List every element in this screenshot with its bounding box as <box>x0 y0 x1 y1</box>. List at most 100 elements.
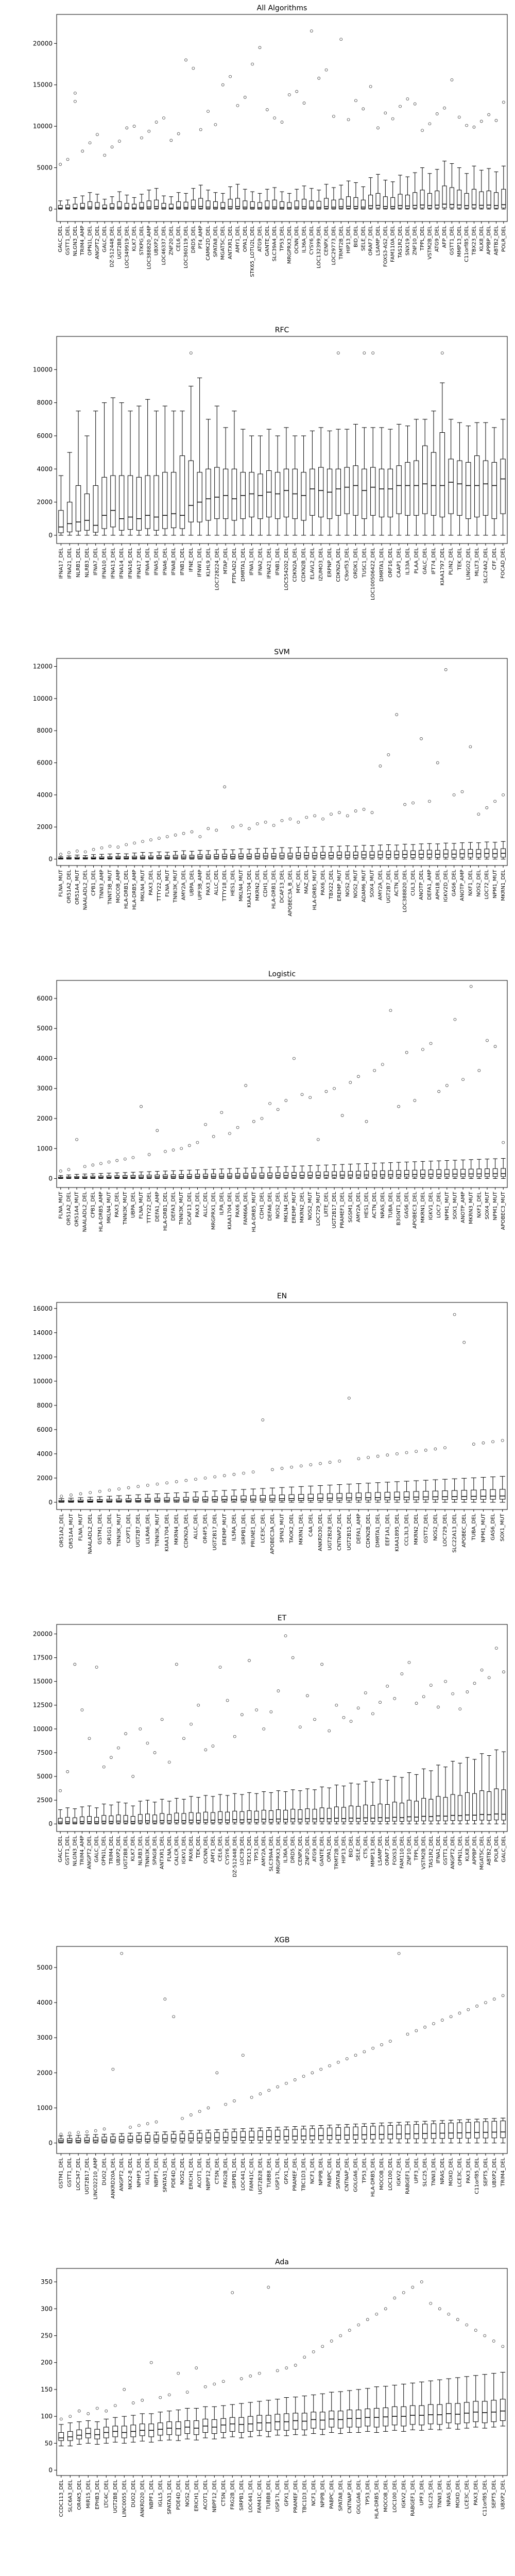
x-tick-label: HES1_DEL <box>230 870 236 896</box>
x-tick-label: CEL6_DEL <box>176 226 182 251</box>
box-iqr <box>457 190 462 209</box>
box-iqr <box>473 2401 479 2422</box>
x-tick-label: ANGPT2_DEL <box>119 2158 125 2192</box>
x-tick-label: C11orf85_DEL <box>464 226 470 262</box>
box-iqr <box>396 2125 402 2140</box>
box-iqr <box>472 1793 477 1821</box>
box-37 <box>361 808 367 860</box>
box-iqr <box>67 2431 73 2441</box>
outlier-point <box>428 122 432 126</box>
box-iqr <box>461 1490 467 1500</box>
box-6 <box>106 1160 112 1179</box>
box-31 <box>312 814 318 860</box>
box-iqr <box>174 1497 180 1502</box>
box-38 <box>401 2291 407 2432</box>
outlier-point <box>411 2285 415 2289</box>
box-13 <box>183 1479 189 1503</box>
outlier-point <box>487 113 491 116</box>
outlier-point <box>223 785 227 789</box>
x-tick-label: KLK7_DEL <box>132 226 138 251</box>
box-46 <box>428 1042 434 1179</box>
x-tick-label: IFNA17_DEL <box>136 548 142 579</box>
outlier-point <box>427 800 431 803</box>
box-43 <box>410 801 416 860</box>
box-7 <box>121 2388 127 2444</box>
outlier-point <box>501 2345 505 2348</box>
box-55 <box>457 1707 462 1824</box>
box-iqr <box>414 460 419 516</box>
box-19 <box>229 2291 235 2437</box>
x-tick-label: DEFA1_AMP <box>427 870 433 900</box>
box-iqr <box>238 2417 245 2433</box>
x-tick-label: FAM41C_DEL <box>257 2480 263 2513</box>
box-iqr <box>167 1814 172 1823</box>
box-16 <box>212 1475 218 1503</box>
x-tick-label: CFF_DEL <box>492 548 497 570</box>
box-iqr <box>423 1491 429 1500</box>
box-iqr <box>283 1810 288 1823</box>
box-1 <box>67 2131 73 2144</box>
box-52 <box>484 806 490 860</box>
x-tick-label: MLLT3_DEL <box>474 548 480 577</box>
box-19 <box>222 2103 229 2144</box>
box-47 <box>405 97 410 210</box>
box-iqr <box>448 2123 454 2139</box>
x-tick-label: GALC_DEL <box>58 226 63 252</box>
box-28 <box>301 435 306 536</box>
box-iqr <box>319 2412 325 2430</box>
outlier-point <box>456 2318 459 2321</box>
x-tick-label: LINC0055_DEL <box>122 2480 127 2517</box>
x-tick-label: HLA-DRB5_AMP <box>132 870 138 910</box>
outlier-point <box>371 351 375 355</box>
x-tick-label: NPHP3_DEL <box>136 2158 142 2188</box>
box-50 <box>491 427 497 536</box>
x-tick-label: SIRPB1_DEL <box>239 2480 245 2511</box>
box-iqr <box>269 1495 276 1501</box>
y-tick-label: 2000 <box>37 499 53 506</box>
x-tick-label: TNNI3K_MUT <box>173 869 179 903</box>
box-4 <box>87 1737 92 1824</box>
x-tick-label: MKLN4_MUT <box>140 869 146 902</box>
box-iqr <box>139 1175 144 1178</box>
outlier-point <box>108 1488 111 1492</box>
box-29 <box>296 820 301 860</box>
box-2 <box>77 1492 84 1503</box>
y-tick-label: 20000 <box>33 1630 53 1637</box>
box-25 <box>243 95 248 210</box>
box-48 <box>474 422 480 536</box>
outlier-point <box>501 1994 505 1997</box>
box-8 <box>130 2401 136 2443</box>
x-tick-label: ZNF10_DEL <box>406 1836 412 1866</box>
box-iqr <box>336 1493 342 1501</box>
box-iqr <box>154 1498 161 1502</box>
box-45 <box>426 800 432 860</box>
y-tick-label: 200 <box>41 2359 53 2366</box>
box-iqr <box>258 2130 263 2141</box>
box-iqr <box>501 189 506 209</box>
outlier-point <box>424 1448 427 1452</box>
box-25 <box>274 2085 281 2144</box>
x-tick-label: LOC441_DEL <box>241 2158 246 2191</box>
box-iqr <box>301 472 306 521</box>
outlier-point <box>252 1120 255 1123</box>
box-iqr <box>339 1171 345 1178</box>
outlier-point <box>94 2129 97 2132</box>
y-tick-label: 3000 <box>37 2034 53 2041</box>
y-tick-label: 12000 <box>33 663 53 670</box>
box-iqr <box>312 1809 317 1823</box>
outlier-point <box>88 1737 91 1740</box>
outlier-point <box>169 139 173 142</box>
x-tick-label: NRAS_DEL <box>440 2158 445 2184</box>
box-iqr <box>254 853 260 859</box>
outlier-point <box>129 2125 132 2129</box>
box-49 <box>452 1018 458 1179</box>
box-29 <box>268 1710 273 1824</box>
x-tick-label: GALC_DEL <box>102 226 108 252</box>
box-iqr <box>93 485 98 533</box>
outlier-point <box>103 154 107 157</box>
x-tick-label: IFNA1_DEL <box>249 548 255 575</box>
box-iqr <box>80 1816 84 1824</box>
box-2 <box>72 1663 77 1824</box>
y-tick-label: 1000 <box>37 2104 53 2111</box>
outlier-point <box>91 1163 95 1167</box>
